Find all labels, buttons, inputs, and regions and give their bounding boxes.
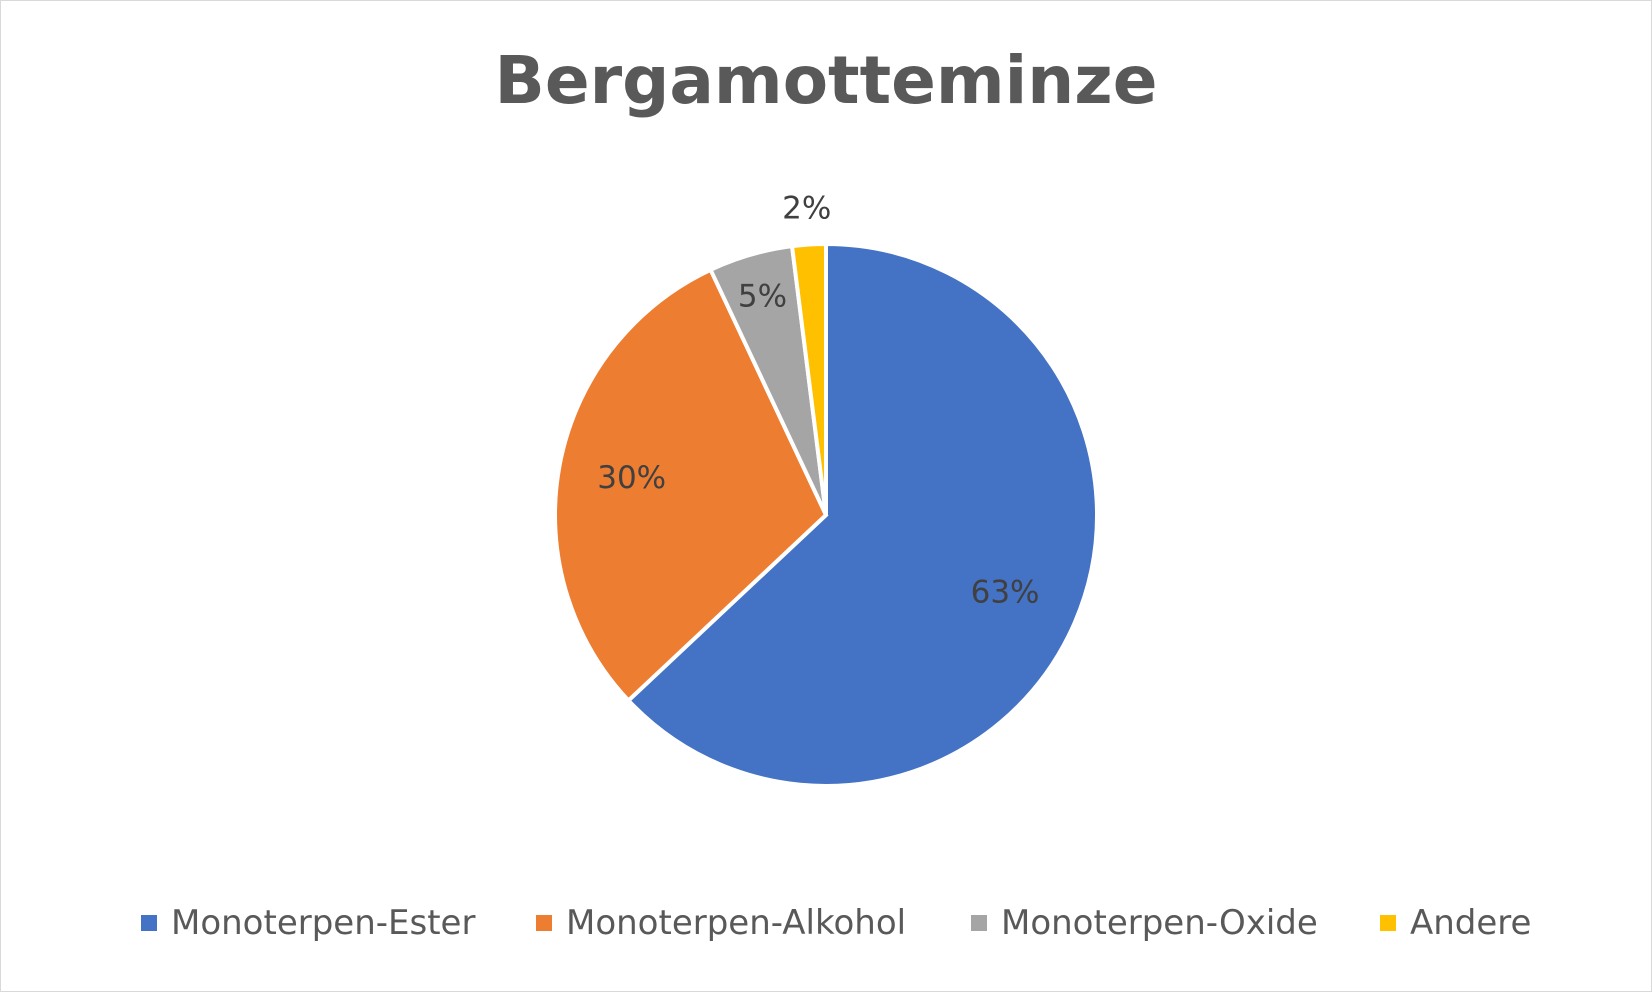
data-label-monoterpen-alkohol: 30% bbox=[597, 460, 666, 496]
legend-item-andere: Andere bbox=[1380, 898, 1531, 948]
data-label-andere: 2% bbox=[782, 191, 831, 227]
legend-item-monoterpen-alkohol: Monoterpen-Alkohol bbox=[536, 898, 906, 948]
data-label-monoterpen-oxide: 5% bbox=[738, 278, 787, 314]
pie-slice-monoterpen-alkohol bbox=[553, 267, 829, 704]
pie-slice-andere bbox=[789, 241, 828, 516]
legend-swatch-monoterpen-ester bbox=[141, 915, 157, 931]
legend-item-monoterpen-oxide: Monoterpen-Oxide bbox=[971, 898, 1318, 948]
legend-swatch-monoterpen-alkohol bbox=[536, 915, 552, 931]
chart-title: Bergamotteminze bbox=[494, 42, 1158, 119]
legend: Monoterpen-Ester Monoterpen-Alkohol Mono… bbox=[0, 898, 1652, 948]
legend-label-andere: Andere bbox=[1410, 903, 1532, 943]
legend-swatch-andere bbox=[1380, 915, 1396, 931]
pie-slice-monoterpen-ester bbox=[625, 241, 1099, 788]
legend-item-monoterpen-ester: Monoterpen-Ester bbox=[141, 898, 475, 948]
legend-label-monoterpen-oxide: Monoterpen-Oxide bbox=[1001, 903, 1318, 943]
legend-label-monoterpen-ester: Monoterpen-Ester bbox=[171, 903, 476, 943]
legend-swatch-monoterpen-oxide bbox=[971, 915, 987, 931]
legend-label-monoterpen-alkohol: Monoterpen-Alkohol bbox=[566, 903, 907, 943]
data-label-monoterpen-ester: 63% bbox=[971, 574, 1040, 610]
